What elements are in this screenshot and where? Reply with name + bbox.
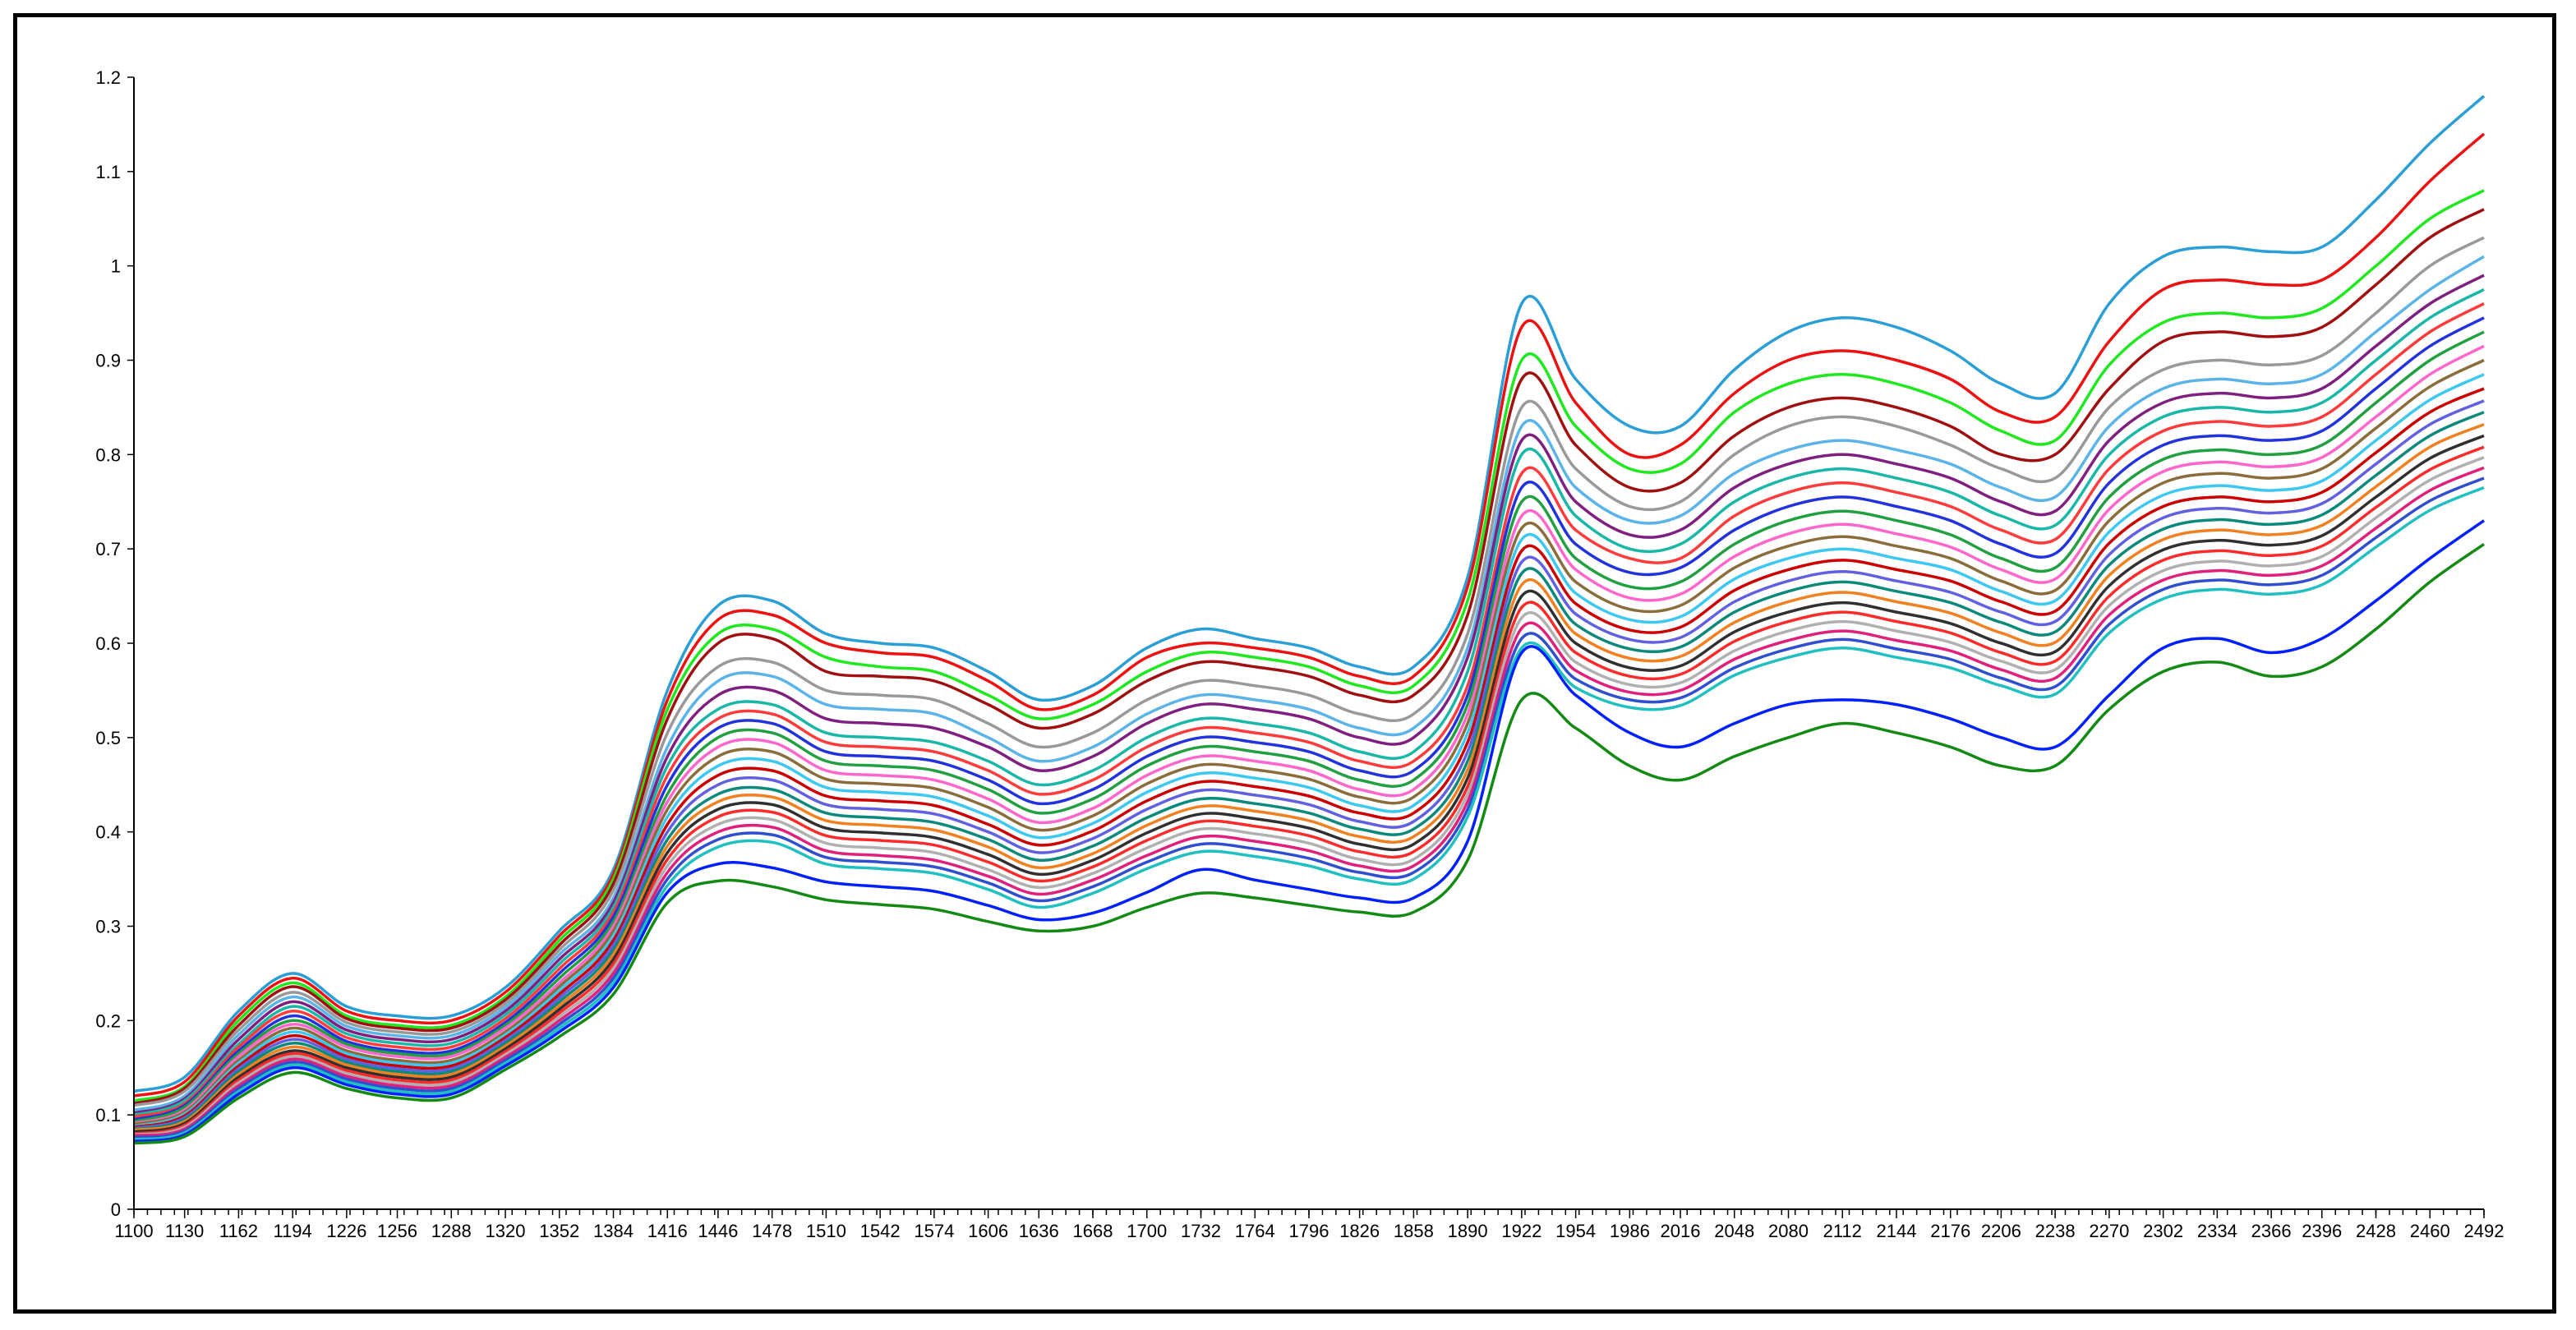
series-line-7 (133, 274, 2485, 1115)
x-tick-label: 1162 (219, 1221, 258, 1241)
series-line-22 (133, 466, 2485, 1138)
chart-frame: 0 0.1 0.2 0.3 0.4 0.5 0.6 0.7 0.8 0.9 1 1.1 1.2 1100… (13, 13, 2556, 1314)
x-tick-label: 1352 (539, 1221, 579, 1241)
x-tick-label: 1796 (1289, 1221, 1329, 1241)
x-tick-label: 2428 (2356, 1221, 2396, 1241)
y-tick-label: 1.2 (95, 67, 121, 88)
x-tick-label: 1226 (326, 1221, 366, 1241)
series-line-21 (133, 456, 2485, 1137)
y-tick-label: 1.1 (95, 162, 121, 182)
series-line-11 (133, 330, 2485, 1123)
x-tick-label: 1510 (806, 1221, 846, 1241)
y-tick-label: 0.2 (95, 1010, 121, 1031)
x-tick-label: 2270 (2089, 1221, 2129, 1241)
x-tick-label: 1826 (1339, 1221, 1380, 1241)
x-tick-label: 2334 (2197, 1221, 2237, 1241)
x-tick-label: 1858 (1394, 1221, 1434, 1241)
series-line-23 (133, 476, 2485, 1139)
x-tick-label: 1256 (377, 1221, 417, 1241)
series-line-1 (133, 94, 2486, 1093)
y-tick-label: 0.5 (95, 728, 121, 748)
series-line-4 (133, 208, 2485, 1106)
series-line-10 (133, 316, 2485, 1121)
x-tick-label: 1922 (1501, 1221, 1541, 1241)
x-tick-label: 1130 (165, 1221, 204, 1241)
x-tick-label: 1416 (647, 1221, 688, 1241)
series-line-14 (133, 373, 2485, 1128)
x-tick-label: 1668 (1073, 1221, 1113, 1241)
x-tick-label: 1574 (914, 1221, 954, 1241)
series-layer (133, 94, 2486, 1145)
x-tick-label: 1954 (1555, 1221, 1596, 1241)
x-tick-label: 2080 (1768, 1221, 1809, 1241)
series-line-20 (133, 445, 2485, 1135)
y-tick-label: 0.9 (95, 351, 121, 371)
x-tick-label: 1478 (752, 1221, 792, 1241)
y-tick-label: 0 (111, 1199, 121, 1220)
x-tick-label: 1606 (968, 1221, 1008, 1241)
y-tick-label: 0.8 (95, 444, 121, 465)
series-line-18 (133, 422, 2485, 1132)
x-tick-label: 2366 (2251, 1221, 2292, 1241)
x-axis-ticks: 1100 1130 1162 1194 1226 1256 1288 1320 1352 1384… (114, 1209, 2504, 1241)
y-tick-label: 0.7 (95, 539, 121, 559)
x-tick-label: 1288 (431, 1221, 472, 1241)
x-tick-label: 1542 (860, 1221, 901, 1241)
x-tick-label: 2176 (1930, 1221, 1970, 1241)
series-line-15 (133, 387, 2485, 1129)
series-line-3 (133, 189, 2485, 1102)
x-tick-label: 1890 (1448, 1221, 1488, 1241)
x-tick-label: 1636 (1019, 1221, 1059, 1241)
x-tick-label: 1194 (273, 1221, 311, 1241)
x-tick-label: 2144 (1877, 1221, 1917, 1241)
series-line-19 (133, 434, 2485, 1134)
x-tick-label: 1384 (593, 1221, 634, 1241)
x-tick-label: 1986 (1610, 1221, 1650, 1241)
series-line-9 (133, 302, 2485, 1119)
series-line-2 (133, 132, 2486, 1098)
y-tick-label: 1 (111, 256, 121, 277)
x-tick-label: 2048 (1714, 1221, 1754, 1241)
y-tick-label: 0.3 (95, 917, 121, 937)
x-tick-label: 2460 (2410, 1221, 2450, 1241)
x-tick-label: 1700 (1127, 1221, 1167, 1241)
series-line-25 (133, 519, 2486, 1144)
series-line-5 (133, 236, 2485, 1107)
x-tick-label: 2492 (2464, 1221, 2505, 1241)
x-tick-label: 2238 (2035, 1221, 2076, 1241)
x-tick-label: 2112 (1823, 1221, 1862, 1241)
y-tick-label: 0.4 (95, 822, 121, 843)
y-axis-ticks: 0 0.1 0.2 0.3 0.4 0.5 0.6 0.7 0.8 0.9 1 1.1 1.2 (95, 67, 134, 1220)
y-tick-label: 0.1 (95, 1105, 121, 1125)
y-tick-label: 0.6 (95, 633, 121, 654)
x-tick-label: 2016 (1661, 1221, 1701, 1241)
x-tick-label: 1320 (486, 1221, 526, 1241)
series-line-24 (133, 486, 2485, 1141)
series-line-6 (133, 255, 2485, 1112)
spectra-line-chart: 0 0.1 0.2 0.3 0.4 0.5 0.6 0.7 0.8 0.9 1 1.1 1.2 1100… (95, 67, 2504, 1241)
x-tick-label: 1732 (1181, 1221, 1221, 1241)
series-line-12 (133, 344, 2485, 1125)
series-line-26 (133, 542, 2486, 1145)
series-line-13 (133, 358, 2485, 1126)
x-tick-label: 2302 (2143, 1221, 2183, 1241)
x-tick-label: 2396 (2302, 1221, 2342, 1241)
x-tick-label: 1446 (698, 1221, 738, 1241)
x-tick-label: 1764 (1235, 1221, 1275, 1241)
series-line-17 (133, 411, 2485, 1131)
series-line-8 (133, 288, 2485, 1116)
x-tick-label: 1100 (114, 1221, 153, 1241)
series-line-16 (133, 399, 2485, 1130)
x-tick-label: 2206 (1981, 1221, 2021, 1241)
